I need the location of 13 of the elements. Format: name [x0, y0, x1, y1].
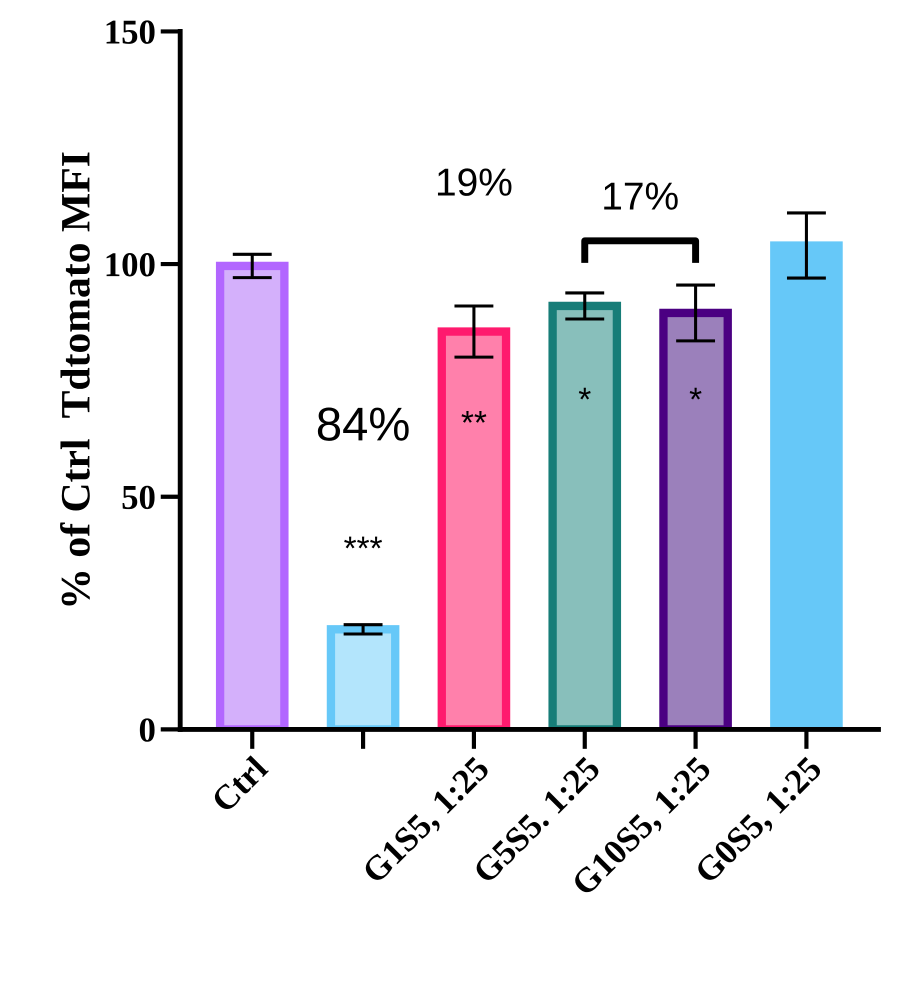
y-axis-title: % of Ctrl Tdtomato MFI	[60, 152, 90, 606]
annotation: 17%	[604, 182, 678, 210]
annotation: *	[578, 388, 591, 400]
y-tick-label: 50	[122, 486, 155, 510]
x-tick-label: Ctrl	[210, 754, 270, 814]
y-tick-label: 0	[140, 718, 155, 742]
annotation: ***	[344, 536, 382, 548]
y-tick-label: 100	[106, 253, 155, 276]
annotation: *	[690, 388, 702, 400]
y-tick-label: 150	[106, 20, 155, 44]
annotation: **	[461, 411, 486, 423]
annotation: 19%	[438, 168, 512, 196]
annotation: 84%	[318, 407, 409, 441]
